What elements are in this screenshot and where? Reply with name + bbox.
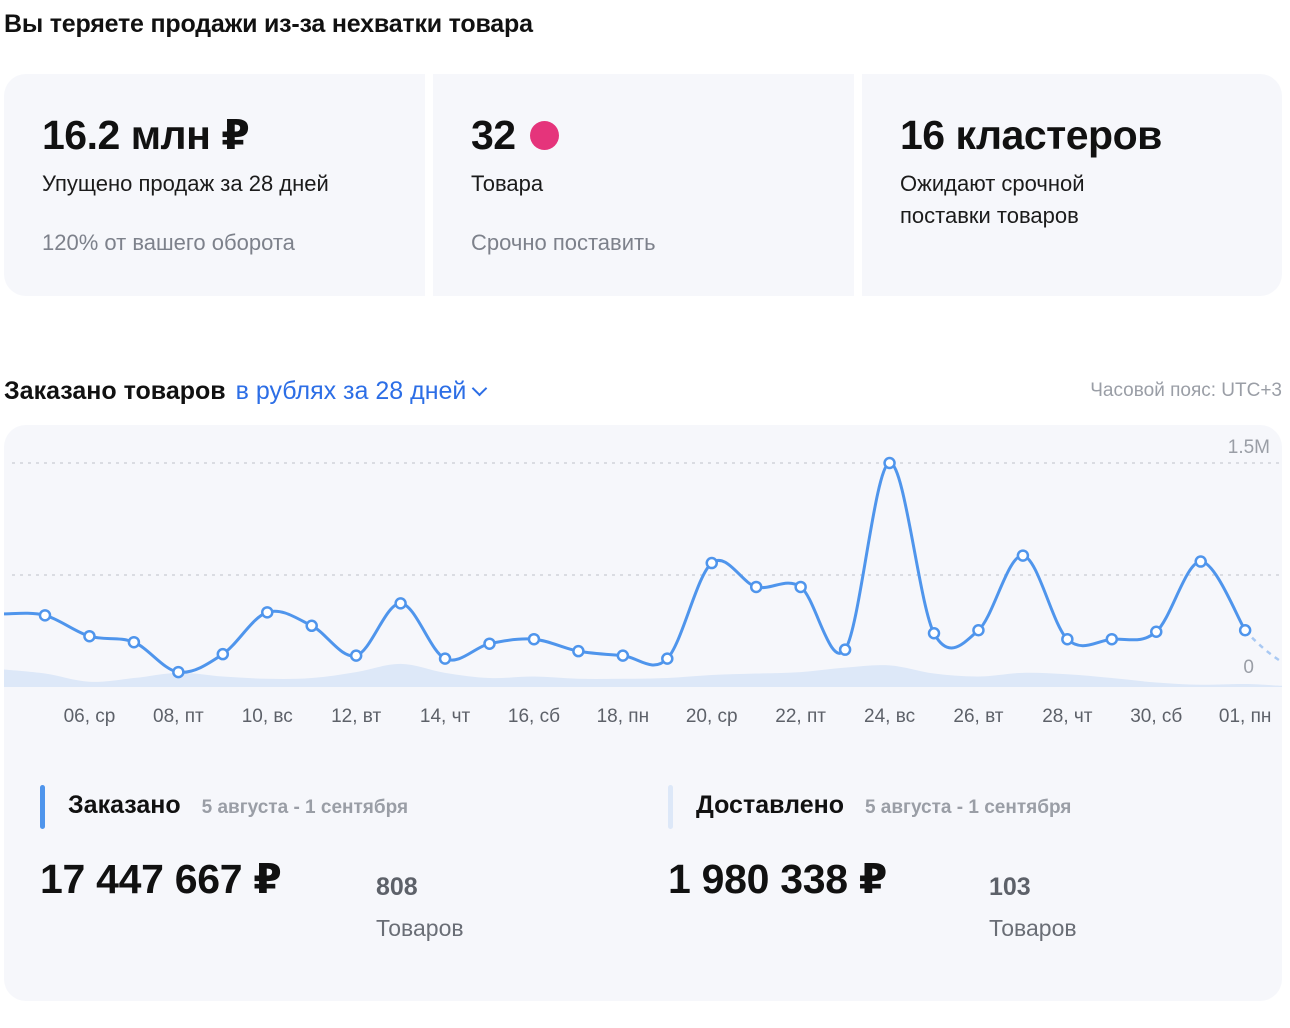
status-dot-icon (529, 120, 559, 150)
period-dropdown[interactable]: в рублях за 28 дней (235, 376, 488, 406)
ordered-point (38, 609, 52, 622)
x-tick-label: 28, чт (1042, 706, 1093, 727)
chevron-down-icon (472, 380, 488, 396)
lost-sales-note: 120% от вашего оборота (42, 230, 295, 255)
delivered-count: 103 (989, 873, 1031, 901)
ordered-point (1016, 549, 1030, 562)
chart-title: Заказано товаров (4, 376, 226, 405)
ordered-title: Заказано (68, 791, 181, 819)
ordered-point (1238, 624, 1252, 637)
delivered-amount: 1 980 338 ₽ (668, 856, 888, 902)
ordered-point (438, 652, 452, 665)
y-tick-label: 0 (1243, 657, 1254, 678)
x-tick-label: 22, пт (775, 706, 826, 727)
kpi-cards: 16.2 млн ₽ Упущено продаж за 28 дней 120… (4, 74, 1282, 296)
ordered-point (661, 652, 674, 665)
ordered-legend-bar (40, 785, 45, 829)
ordered-point (794, 580, 807, 594)
ordered-point (1194, 555, 1207, 568)
ordered-point (349, 649, 363, 662)
ordered-point (972, 624, 985, 637)
lost-sales-label: Упущено продаж за 28 дней (42, 171, 329, 196)
clusters-label: Ожидают срочной поставки товаров (900, 171, 1085, 228)
x-tick-label: 16, сб (508, 706, 560, 727)
x-tick-label: 20, ср (686, 706, 738, 727)
x-tick-label: 24, вс (864, 706, 915, 727)
x-tick-label: 12, вт (331, 706, 381, 727)
ordered-point (1105, 632, 1119, 646)
orders-line-chart[interactable]: 1.5M 0 06, ср 08, пт 10, вс 12, вт 14, чт 16, с… (4, 425, 1282, 735)
delivered-period: 5 августа - 1 сентября (864, 797, 1072, 818)
timezone-label: Часовой пояс: UTC+3 (1090, 380, 1282, 401)
ordered-point (705, 556, 718, 570)
products-value: 32 (471, 112, 516, 158)
x-tick-label: 26, вт (953, 706, 1003, 727)
ordered-point (172, 665, 185, 679)
alert-title: Вы теряете продажи из-за нехватки товара (4, 10, 533, 38)
ordered-point (261, 606, 274, 619)
ordered-point (394, 597, 407, 610)
delivered-legend-bar (668, 785, 673, 829)
delivered-title: Доставлено (696, 791, 844, 819)
ordered-point (883, 456, 896, 470)
ordered-point (483, 637, 496, 650)
products-note: Срочно поставить (471, 230, 656, 255)
ordered-point (527, 632, 541, 646)
x-tick-label: 30, сб (1130, 706, 1182, 727)
delivered-count-label: Товаров (989, 915, 1077, 941)
kpi-card-clusters[interactable]: 16 кластеров Ожидают срочной поставки то… (862, 74, 1282, 296)
ordered-point (305, 619, 318, 633)
x-tick-label: 18, пн (597, 706, 649, 727)
kpi-card-lost-sales[interactable]: 16.2 млн ₽ Упущено продаж за 28 дней 120… (4, 74, 425, 296)
y-tick-label: 1.5M (1228, 437, 1270, 458)
products-label: Товара (471, 171, 544, 196)
ordered-point (83, 629, 96, 643)
ordered-point (927, 626, 941, 640)
ordered-period: 5 августа - 1 сентября (201, 797, 409, 818)
ordered-point (749, 580, 763, 594)
ordered-count: 808 (376, 873, 418, 901)
ordered-point (616, 649, 630, 662)
period-dropdown-label: в рублях за 28 дней (235, 376, 467, 405)
kpi-card-products[interactable]: 32 Товара Срочно поставить (433, 74, 854, 296)
ordered-point (127, 635, 141, 649)
ordered-point (216, 647, 230, 661)
ordered-amount: 17 447 667 ₽ (40, 856, 282, 902)
ordered-point (1150, 625, 1163, 638)
ordered-line (4, 461, 1247, 674)
x-tick-label: 14, чт (420, 706, 471, 727)
ordered-count-label: Товаров (376, 915, 464, 941)
chart-header: Заказано товаров в рублях за 28 дней Час… (4, 374, 1282, 408)
lost-sales-value: 16.2 млн ₽ (42, 112, 250, 158)
ordered-point (1061, 632, 1074, 646)
ordered-point (838, 643, 852, 656)
x-tick-label: 01, пн (1219, 706, 1271, 727)
x-tick-label: 08, пт (153, 706, 204, 727)
ordered-point (572, 644, 585, 658)
x-tick-label: 06, ср (64, 706, 116, 727)
x-tick-label: 10, вс (242, 706, 293, 727)
delivered-area (4, 663, 1282, 687)
clusters-value: 16 кластеров (900, 112, 1162, 158)
chart-panel: 1.5M 0 06, ср 08, пт 10, вс 12, вт 14, чт 16, с… (4, 425, 1282, 1001)
